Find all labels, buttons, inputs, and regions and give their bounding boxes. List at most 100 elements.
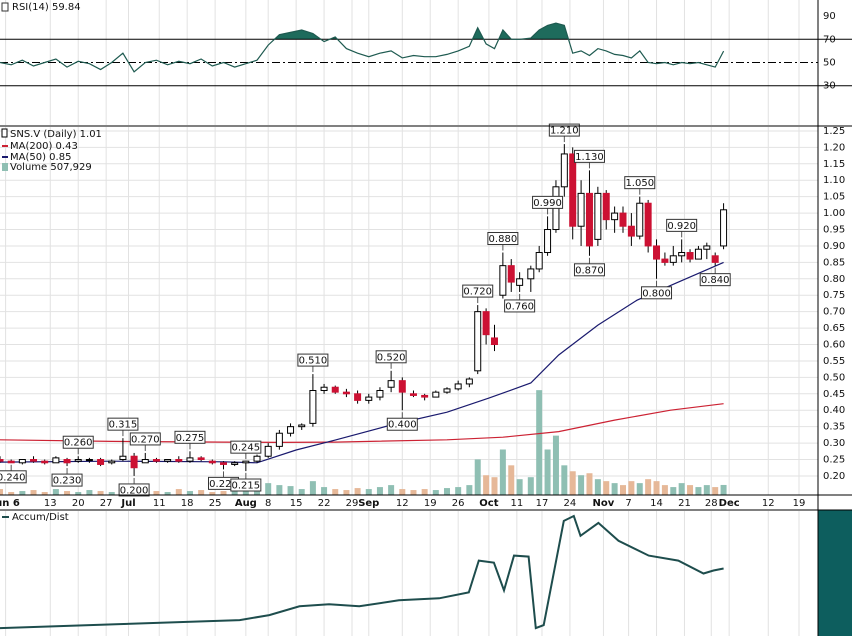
annotation-box bbox=[641, 286, 673, 300]
candle-body bbox=[577, 192, 585, 227]
volume-bar bbox=[619, 485, 626, 495]
candle-body bbox=[516, 278, 524, 286]
annotation-box bbox=[386, 417, 418, 431]
x-tick-label: 24 bbox=[564, 498, 577, 509]
x-tick-label: 13 bbox=[44, 498, 57, 509]
x-tick-label: 11 bbox=[153, 498, 166, 509]
annotation-label: 0.215 bbox=[232, 481, 261, 492]
annotation-box bbox=[666, 218, 698, 232]
candle-body bbox=[669, 255, 677, 263]
annotation-label: 0.200 bbox=[120, 485, 149, 496]
annotation-box bbox=[375, 350, 407, 364]
legend-icon bbox=[1, 128, 8, 138]
x-tick-label: 29 bbox=[346, 498, 359, 509]
volume-bar bbox=[287, 486, 294, 495]
volume-bar bbox=[544, 449, 551, 495]
annotation-label: 0.510 bbox=[299, 356, 328, 367]
annotation-label: 1.130 bbox=[575, 152, 604, 163]
annotation-label: 0.315 bbox=[109, 420, 138, 431]
annotation-box bbox=[51, 473, 83, 487]
candle-body bbox=[97, 459, 105, 465]
volume-bar bbox=[603, 481, 610, 495]
x-tick-label: 7 bbox=[625, 498, 631, 509]
candle-body bbox=[490, 337, 498, 346]
y-tick-label: 0.85 bbox=[823, 257, 845, 268]
volume-bar bbox=[97, 491, 104, 495]
candle-body bbox=[18, 459, 26, 464]
y-tick-label: 0.40 bbox=[823, 405, 845, 416]
candle-body bbox=[465, 378, 473, 385]
volume-bar bbox=[52, 489, 59, 495]
x-tick-label: 12 bbox=[762, 498, 775, 509]
x-tick-label: 14 bbox=[650, 498, 663, 509]
candle-body bbox=[197, 457, 205, 461]
candle-body bbox=[569, 153, 577, 227]
volume-bar bbox=[670, 487, 677, 495]
candle-body bbox=[119, 455, 127, 461]
volume-bar bbox=[186, 491, 193, 495]
candle-body bbox=[52, 457, 60, 464]
x-tick-label: 27 bbox=[100, 498, 113, 509]
y-tick-label: 0.20 bbox=[823, 471, 845, 482]
candle-body bbox=[141, 459, 149, 464]
annotation-label: 0.760 bbox=[505, 301, 534, 312]
volume-bar bbox=[242, 489, 249, 495]
volume-bar bbox=[687, 485, 694, 495]
candle-body bbox=[320, 386, 328, 392]
volume-bar bbox=[527, 477, 534, 495]
candle-body bbox=[653, 245, 661, 260]
volume-bar bbox=[536, 390, 543, 495]
candle-body bbox=[711, 255, 719, 263]
volume-bar bbox=[491, 477, 498, 495]
annotation-label: 0.800 bbox=[642, 288, 671, 299]
candle-body bbox=[432, 391, 440, 398]
annotation-box bbox=[118, 483, 150, 497]
x-tick-label: 19 bbox=[424, 498, 437, 509]
candle-body bbox=[85, 459, 93, 462]
annotation-box bbox=[0, 470, 27, 484]
volume-bar bbox=[678, 483, 685, 495]
volume-bar bbox=[75, 492, 82, 495]
annotation-label: 0.275 bbox=[176, 433, 205, 444]
volume-bar bbox=[30, 490, 37, 495]
x-tick-label: Aug bbox=[235, 498, 257, 509]
y-tick-label: 0.25 bbox=[823, 455, 845, 466]
volume-bar bbox=[41, 492, 48, 495]
candle-body bbox=[535, 252, 543, 270]
volume-bar bbox=[455, 487, 462, 495]
y-tick-label: 0.50 bbox=[823, 372, 845, 383]
candle-body bbox=[298, 424, 306, 428]
x-tick-label: Dec bbox=[719, 498, 740, 509]
annotation-box bbox=[573, 263, 605, 277]
legend-entry: Volume 507,929 bbox=[10, 162, 92, 173]
candle-body bbox=[287, 426, 295, 434]
volume-bar bbox=[410, 490, 417, 495]
annotation-box bbox=[129, 432, 161, 446]
volume-bar bbox=[19, 491, 26, 495]
x-tick-label: Jun 6 bbox=[0, 498, 20, 509]
volume-bar bbox=[265, 483, 272, 495]
volume-bar bbox=[483, 475, 490, 495]
moving-average bbox=[0, 261, 724, 464]
x-tick-label: Sep bbox=[358, 498, 379, 509]
volume-bar bbox=[421, 489, 428, 495]
y-tick-label: 0.60 bbox=[823, 340, 845, 351]
candle-body bbox=[454, 383, 462, 390]
candle-body bbox=[231, 462, 239, 465]
candle-body bbox=[443, 388, 451, 393]
volume-bar bbox=[516, 479, 523, 495]
x-tick-label: Jul bbox=[120, 498, 135, 509]
candle-body bbox=[421, 394, 429, 398]
candle-body bbox=[694, 248, 702, 260]
x-tick-label: 25 bbox=[209, 498, 222, 509]
y-tick-label: 1.10 bbox=[823, 175, 845, 186]
volume-bar bbox=[720, 484, 727, 495]
volume-bar bbox=[343, 490, 350, 495]
x-tick-label: 22 bbox=[318, 498, 331, 509]
volume-bar bbox=[703, 485, 710, 495]
y-tick-label: 1.05 bbox=[823, 192, 845, 203]
y-tick-label: 0.75 bbox=[823, 290, 845, 301]
candle-body bbox=[507, 265, 515, 283]
candle-body bbox=[376, 390, 384, 398]
